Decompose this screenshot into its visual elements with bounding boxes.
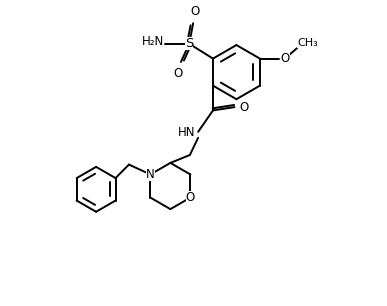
Text: O: O (190, 5, 199, 18)
Text: O: O (173, 68, 182, 80)
Text: N: N (146, 168, 155, 181)
Text: HN: HN (178, 126, 195, 139)
Text: S: S (185, 37, 194, 50)
Text: O: O (239, 101, 248, 114)
Text: CH₃: CH₃ (297, 38, 318, 48)
Text: O: O (280, 52, 289, 65)
Text: O: O (186, 191, 195, 204)
Text: H₂N: H₂N (142, 35, 164, 48)
